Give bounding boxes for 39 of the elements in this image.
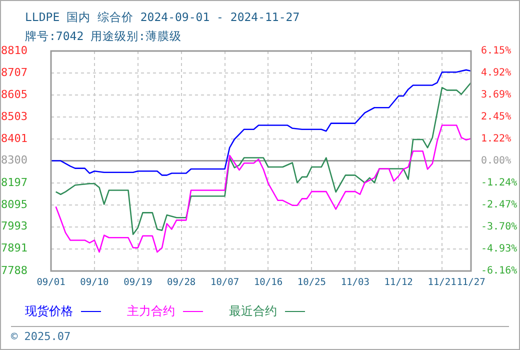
y-tick-label: 7891 (1, 242, 28, 255)
x-tick-label: 10/16 (254, 277, 283, 288)
y2-tick-label: -3.70% (481, 222, 518, 233)
x-tick-label: 10/25 (297, 277, 326, 288)
y-tick-label: 8401 (1, 132, 28, 145)
y-tick-label: 7788 (1, 264, 28, 277)
y2-tick-label: 0.00% (481, 156, 512, 167)
x-tick-label: 11/03 (340, 277, 370, 288)
legend-label: 最近合约 (229, 304, 277, 318)
x-tick-label: 11/21 (428, 277, 457, 288)
y-tick-label: 8707 (1, 66, 28, 80)
y-tick-label: 8605 (1, 88, 28, 101)
y2-tick-label: -4.93% (481, 244, 518, 255)
y2-tick-label: 2.45% (481, 112, 512, 123)
legend-label: 现货价格 (25, 304, 73, 318)
y-tick-label: 8095 (1, 198, 28, 211)
y-tick-label: 8810 (1, 44, 28, 57)
x-tick-label: 11/12 (384, 277, 413, 288)
x-tick-label: 09/28 (167, 277, 196, 288)
y2-tick-label: -2.47% (481, 200, 518, 211)
y2-tick-label: 1.22% (481, 134, 512, 145)
y2-tick-label: 4.92% (481, 68, 512, 79)
chart-subtitle: 牌号:7042 用途级别:薄膜级 (25, 29, 182, 44)
y2-tick-label: 6.15% (481, 46, 512, 57)
y2-tick-label: -1.24% (481, 178, 518, 189)
y-tick-label: 8300 (1, 154, 28, 167)
x-tick-label: 09/01 (36, 277, 66, 288)
y-tick-label: 7993 (1, 220, 28, 233)
x-tick-label: 11/27 (456, 277, 486, 288)
y2-tick-label: -6.16% (481, 266, 518, 277)
legend-label: 主力合约 (127, 304, 175, 318)
y-tick-label: 8503 (1, 110, 28, 123)
y2-tick-label: 3.69% (481, 90, 512, 101)
y-tick-label: 8197 (1, 176, 28, 189)
x-tick-label: 09/10 (80, 277, 110, 288)
text: © 2025.07 (11, 326, 509, 343)
x-tick-label: 09/19 (124, 277, 152, 288)
x-tick-label: 10/07 (210, 277, 240, 288)
chart-title: LLDPE 国内 综合价 2024-09-01 - 2024-11-27 (25, 10, 300, 25)
